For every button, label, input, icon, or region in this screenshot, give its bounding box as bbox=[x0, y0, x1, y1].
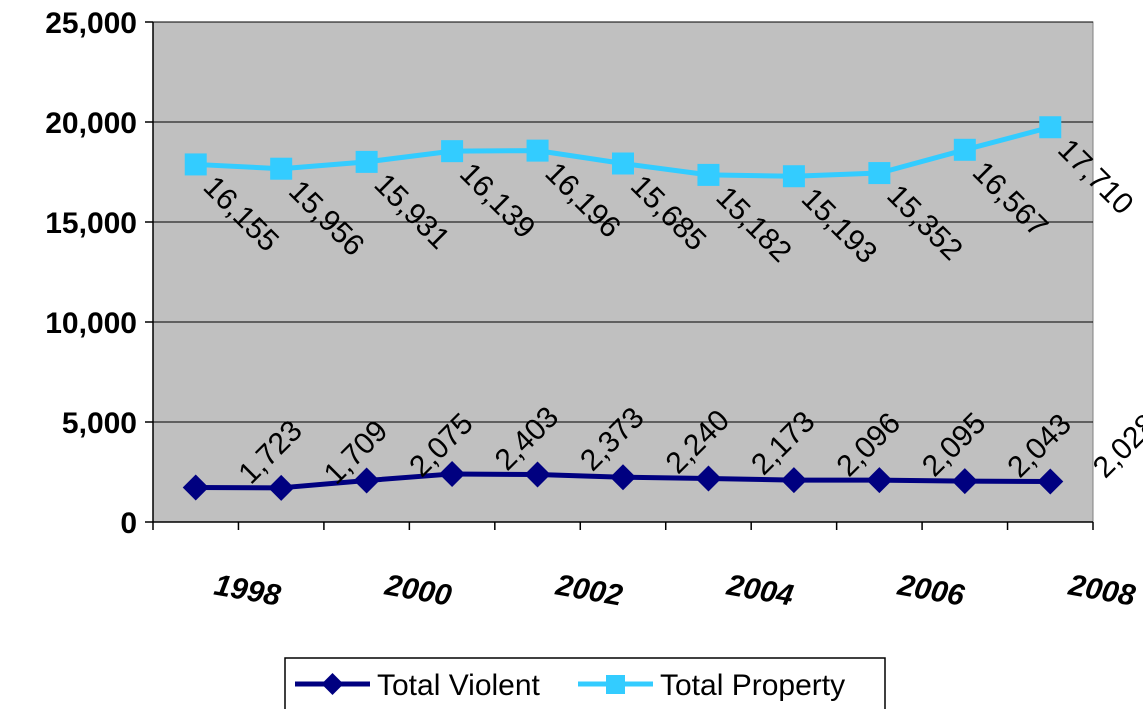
data-point-violent bbox=[268, 474, 295, 501]
data-point-property bbox=[270, 157, 293, 180]
data-point-violent bbox=[353, 467, 380, 494]
x-tick-label: 2008 bbox=[1065, 568, 1138, 612]
x-tick-label: 2004 bbox=[723, 568, 796, 612]
x-tick-label: 1998 bbox=[212, 569, 284, 613]
data-point-violent bbox=[1037, 468, 1064, 495]
x-axis-tick-labels: 1998 2000 2002 2004 2006 2008 bbox=[212, 568, 1138, 612]
data-point-violent bbox=[524, 461, 551, 488]
data-point-property bbox=[612, 152, 634, 175]
data-point-violent bbox=[951, 468, 978, 495]
legend-violent-diamond-icon bbox=[321, 673, 344, 695]
data-point-property bbox=[1039, 116, 1062, 139]
gridlines bbox=[153, 21, 1093, 423]
data-point-property bbox=[697, 163, 720, 186]
legend-property-square-icon bbox=[606, 675, 625, 694]
series bbox=[182, 116, 1064, 501]
y-tick-label: 5,000 bbox=[62, 407, 137, 440]
data-point-violent bbox=[866, 467, 893, 494]
data-point-violent bbox=[780, 467, 807, 494]
y-axis-tick-labels: 0 5,000 10,000 15,000 20,000 25,000 bbox=[45, 7, 137, 540]
legend: Total Violent Total Property bbox=[284, 657, 886, 709]
x-tick-label: 2000 bbox=[382, 568, 455, 612]
data-point-violent bbox=[695, 465, 722, 492]
data-point-property bbox=[953, 138, 976, 161]
plot-area bbox=[152, 21, 1094, 523]
axes bbox=[145, 21, 1094, 530]
y-tick-label: 25,000 bbox=[45, 7, 137, 40]
data-point-violent bbox=[610, 464, 636, 491]
data-point-property bbox=[184, 153, 207, 176]
x-tick-label: 2002 bbox=[552, 568, 625, 612]
y-tick-label: 10,000 bbox=[45, 307, 137, 340]
data-point-property bbox=[526, 139, 549, 162]
data-label-violent: 2,028 bbox=[1087, 408, 1143, 484]
legend-item-property: Total Property bbox=[578, 669, 845, 702]
legend-item-violent: Total Violent bbox=[295, 669, 541, 702]
data-point-property bbox=[441, 140, 464, 163]
data-point-violent bbox=[182, 474, 209, 501]
x-tick-label: 2006 bbox=[894, 568, 967, 612]
y-tick-label: 0 bbox=[120, 507, 137, 540]
legend-property-label: Total Property bbox=[660, 669, 845, 702]
data-point-violent bbox=[439, 460, 466, 487]
data-point-property bbox=[868, 162, 891, 185]
legend-violent-label: Total Violent bbox=[377, 669, 541, 702]
y-tick-label: 15,000 bbox=[45, 207, 137, 240]
data-point-property bbox=[782, 165, 805, 188]
data-point-property bbox=[355, 150, 378, 173]
y-tick-label: 20,000 bbox=[45, 107, 137, 140]
